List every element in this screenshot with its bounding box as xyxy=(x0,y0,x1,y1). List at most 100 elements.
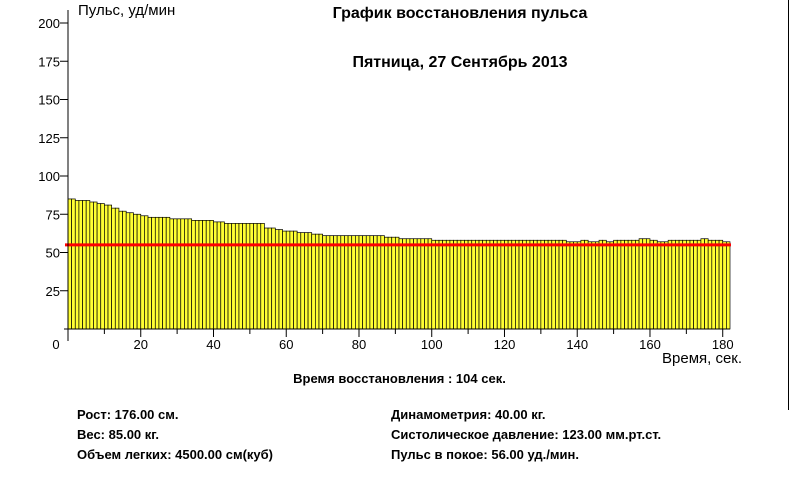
bar xyxy=(147,216,153,330)
bar xyxy=(522,239,527,330)
bar xyxy=(85,200,91,330)
bar xyxy=(504,239,509,330)
x-tick-label: 20 xyxy=(134,337,148,352)
bar xyxy=(118,210,123,330)
bar xyxy=(569,241,574,330)
bar xyxy=(136,213,142,330)
stat-weight: Вес: 85.00 кг. xyxy=(77,427,159,442)
bar xyxy=(256,223,262,330)
bar xyxy=(234,223,240,330)
bar xyxy=(435,239,440,330)
y-axis-title: Пульс, уд/мин xyxy=(78,2,176,19)
bar xyxy=(475,239,480,330)
stat-systolic-pressure: Систолическое давление: 123.00 мм.рт.ст. xyxy=(391,427,662,442)
bar xyxy=(565,241,571,330)
bar xyxy=(93,201,98,330)
bar xyxy=(420,238,425,330)
bar xyxy=(344,235,349,330)
bar xyxy=(471,239,476,330)
bar xyxy=(667,239,673,330)
bar xyxy=(715,239,720,330)
bar xyxy=(395,236,400,330)
stat-dynamometry: Динамометрия: 40.00 кг. xyxy=(391,407,546,422)
bar xyxy=(264,227,269,330)
bar xyxy=(318,233,323,330)
x-tick-label: 100 xyxy=(421,337,443,352)
bar xyxy=(369,235,374,330)
bar xyxy=(111,207,116,330)
bar xyxy=(311,233,316,330)
bar xyxy=(416,238,422,330)
bar xyxy=(424,238,429,330)
bar xyxy=(558,239,564,330)
bar xyxy=(718,239,724,330)
bar xyxy=(351,235,356,330)
bar xyxy=(576,241,582,330)
bar xyxy=(540,239,545,330)
bar xyxy=(645,238,651,330)
stat-height: Рост: 176.00 см. xyxy=(77,407,179,422)
bar xyxy=(620,239,625,330)
bar xyxy=(307,232,313,330)
bar xyxy=(682,239,687,330)
y-tick-label: 100 xyxy=(38,169,60,184)
bar xyxy=(726,241,731,330)
bar xyxy=(187,218,193,330)
bar xyxy=(413,238,418,330)
bar xyxy=(533,239,538,330)
bar xyxy=(89,201,94,330)
bar xyxy=(107,204,113,330)
bar xyxy=(656,241,662,330)
bar xyxy=(660,241,665,330)
stats-right: Динамометрия: 40.00 кг. Систолическое да… xyxy=(391,405,661,465)
bar xyxy=(220,221,225,330)
bar xyxy=(329,235,334,330)
bar xyxy=(591,241,596,330)
bar xyxy=(642,238,647,330)
bar xyxy=(598,239,604,330)
bar xyxy=(456,239,462,330)
bar xyxy=(678,239,684,330)
bar xyxy=(704,238,709,330)
bar xyxy=(242,223,247,330)
bar xyxy=(387,236,393,330)
bar xyxy=(689,239,694,330)
bar xyxy=(271,227,276,330)
bar xyxy=(144,215,149,330)
bar xyxy=(584,239,589,330)
chart-subtitle: Пятница, 27 Сентябрь 2013 xyxy=(352,54,568,71)
bar xyxy=(675,239,680,330)
recovery-time: Время восстановления : 104 сек. xyxy=(293,371,506,386)
bar xyxy=(74,200,80,330)
bar xyxy=(227,223,233,330)
bar xyxy=(336,235,342,330)
bar xyxy=(467,239,473,330)
bar xyxy=(624,239,629,330)
y-tick-label: 200 xyxy=(38,16,60,31)
bar xyxy=(482,239,487,330)
x-tick-label: 180 xyxy=(712,337,734,352)
bar xyxy=(355,235,360,330)
bar xyxy=(478,239,484,330)
bar xyxy=(358,235,363,330)
bar xyxy=(631,239,636,330)
bar xyxy=(82,200,87,330)
bar xyxy=(496,239,502,330)
bar xyxy=(213,221,218,330)
bar xyxy=(722,241,727,330)
bar xyxy=(635,239,640,330)
bar xyxy=(216,221,222,330)
bar xyxy=(580,239,585,330)
x-tick-label: 40 xyxy=(206,337,220,352)
bar xyxy=(162,216,167,330)
bar xyxy=(129,212,134,330)
bar xyxy=(78,200,83,330)
bar xyxy=(609,241,614,330)
bar xyxy=(151,216,156,330)
bar xyxy=(205,220,211,330)
y-tick-label: 50 xyxy=(46,246,60,261)
bar xyxy=(445,239,451,330)
bar xyxy=(485,239,491,330)
bar xyxy=(671,239,676,330)
bar xyxy=(693,239,698,330)
